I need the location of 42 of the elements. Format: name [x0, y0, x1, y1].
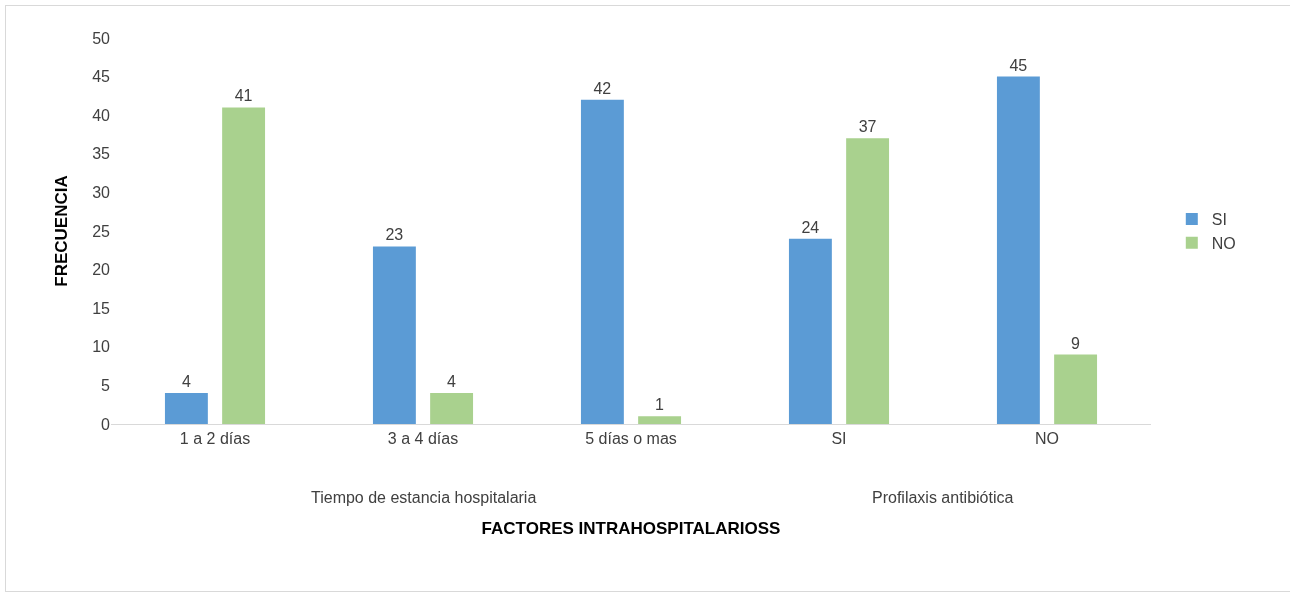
legend-label: SI	[1211, 211, 1227, 229]
data-label: 24	[801, 218, 820, 236]
legend-label: NO	[1211, 234, 1236, 252]
y-tick-label: 25	[92, 222, 111, 240]
bar	[222, 107, 266, 424]
x-tick-label: 3 a 4 días	[387, 430, 459, 448]
y-tick-label: 45	[92, 68, 111, 86]
bar	[996, 76, 1040, 424]
y-tick-label: 40	[92, 106, 111, 124]
x-tick-label: 5 días o mas	[585, 430, 677, 448]
y-tick-label: 30	[92, 184, 111, 201]
y-tick-label: 0	[101, 415, 111, 433]
y-tick-label: 50	[92, 29, 111, 47]
bar	[638, 416, 682, 424]
data-label: 41	[234, 87, 253, 105]
x-tick-label: 1 a 2 días	[179, 430, 251, 448]
y-tick-label: 20	[92, 261, 111, 279]
data-label: 37	[858, 118, 877, 136]
data-label: 42	[593, 79, 612, 97]
data-label: 45	[1009, 56, 1028, 74]
bar	[164, 393, 208, 424]
y-tick-label: 10	[92, 338, 111, 356]
bar	[846, 138, 890, 424]
data-label: 9	[1071, 334, 1081, 352]
text: Tiempo de estancia hospitalaria	[311, 489, 537, 506]
y-tick-label: 5	[101, 377, 111, 394]
x-axis-title: FACTORES INTRAHOSPITALARIOSS	[481, 518, 781, 538]
bar	[430, 393, 474, 424]
text: Profilaxis antibiótica	[872, 489, 1014, 506]
bar	[1054, 354, 1098, 424]
data-label: 4	[447, 373, 457, 391]
bar	[788, 238, 832, 424]
y-axis-title: FRECUENCIA	[52, 175, 71, 287]
data-label: 1	[655, 396, 665, 414]
bar	[580, 99, 624, 424]
data-label: 23	[385, 226, 404, 244]
x-tick-label: NO	[1035, 430, 1059, 448]
x-tick-label: SI	[831, 430, 847, 448]
y-tick-label: 35	[92, 145, 111, 163]
data-label: 4	[181, 373, 191, 391]
bar	[372, 246, 416, 424]
y-tick-label: 15	[92, 299, 111, 317]
